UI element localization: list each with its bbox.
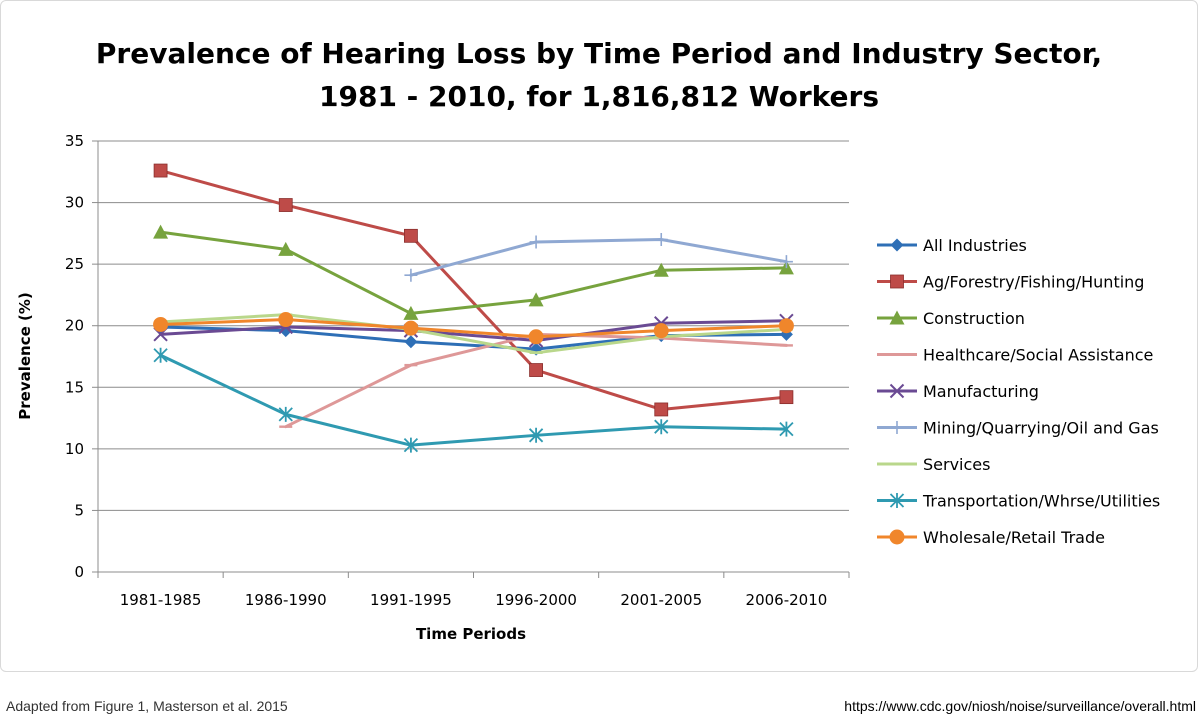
data-point-ag-forestry-fishing-hunting [654, 402, 669, 417]
y-tick-label: 25 [65, 255, 84, 273]
data-point-wholesale-retail-trade [403, 320, 419, 336]
data-point-wholesale-retail-trade [278, 312, 294, 328]
data-point-ag-forestry-fishing-hunting [529, 363, 543, 377]
data-point-wholesale-retail-trade [653, 323, 669, 339]
legend-item-transportation-whrse-utilities: Transportation/Whrse/Utilities [877, 492, 1160, 511]
legend-item-wholesale-retail-trade: Wholesale/Retail Trade [877, 528, 1105, 547]
x-axis-label: Time Periods [416, 625, 526, 643]
data-point-transportation-whrse-utilities [528, 427, 544, 443]
legend-label: Construction [923, 309, 1025, 328]
legend-swatch-marker [890, 421, 904, 434]
legend-swatch-marker [890, 274, 904, 289]
data-point-transportation-whrse-utilities [278, 406, 293, 422]
source-citation: Adapted from Figure 1, Masterson et al. … [6, 698, 288, 714]
legend-label: Manufacturing [923, 382, 1039, 401]
data-point-mining-quarrying-oil-and-gas [654, 233, 668, 247]
legend-label: Mining/Quarrying/Oil and Gas [923, 419, 1159, 438]
series-line-wholesale-retail-trade [159, 318, 788, 339]
chart-title-line-1: Prevalence of Hearing Loss by Time Perio… [96, 37, 1102, 70]
data-point-construction [278, 241, 294, 256]
legend-item-manufacturing: Manufacturing [877, 382, 1039, 401]
series-line-transportation-whrse-utilities [159, 353, 788, 447]
x-tick-label: 1986-1990 [245, 591, 327, 609]
legend-item-healthcare-social-assistance: Healthcare/Social Assistance [877, 346, 1153, 365]
series-construction [153, 224, 794, 320]
series-wholesale-retail-trade [153, 312, 794, 345]
data-point-construction [403, 305, 419, 320]
hearing-loss-chart: Prevalence of Hearing Loss by Time Perio… [16, 37, 1160, 643]
legend-swatch-marker [889, 493, 905, 508]
series-line-manufacturing [159, 319, 788, 342]
x-tick-label: 2006-2010 [746, 591, 828, 609]
chart-frame: Prevalence of Hearing Loss by Time Perio… [0, 0, 1198, 672]
legend-label: Wholesale/Retail Trade [923, 528, 1105, 547]
legend-swatch-marker [889, 529, 905, 545]
legend-label: Transportation/Whrse/Utilities [922, 492, 1160, 511]
legend-swatch-marker [890, 238, 904, 252]
y-tick-label: 5 [74, 501, 84, 519]
series-mining-quarrying-oil-and-gas [404, 233, 793, 282]
data-point-construction [653, 262, 669, 277]
legend-label: All Industries [923, 236, 1027, 255]
chart-title-line-2: 1981 - 2010, for 1,816,812 Workers [319, 80, 879, 113]
series-layer [153, 163, 794, 453]
axes: 0 5 10 15 20 25 30 35 1981-1985 1986-1990 1991-199… [65, 132, 850, 609]
series-line-services [159, 313, 788, 355]
data-point-transportation-whrse-utilities [654, 419, 669, 435]
legend-item-construction: Construction [877, 309, 1025, 328]
data-point-mining-quarrying-oil-and-gas [404, 268, 418, 282]
data-point-ag-forestry-fishing-hunting [779, 390, 794, 405]
y-tick-label: 10 [65, 440, 84, 458]
data-point-mining-quarrying-oil-and-gas [529, 235, 543, 249]
data-point-transportation-whrse-utilities [153, 347, 168, 363]
data-point-ag-forestry-fishing-hunting [153, 163, 168, 178]
data-point-transportation-whrse-utilities [403, 437, 419, 453]
series-line-ag-forestry-fishing-hunting [159, 169, 788, 411]
data-point-wholesale-retail-trade [528, 329, 544, 345]
legend: All Industries Ag/Forestry/Fishing/Huntin… [877, 236, 1160, 547]
x-tick-label: 1991-1995 [370, 591, 452, 609]
data-point-ag-forestry-fishing-hunting [404, 228, 418, 243]
data-point-wholesale-retail-trade [778, 318, 794, 334]
legend-label: Ag/Forestry/Fishing/Hunting [923, 273, 1144, 292]
data-point-all-industries [404, 335, 418, 349]
y-tick-label: 35 [65, 132, 84, 150]
series-line-construction [159, 230, 788, 315]
data-point-wholesale-retail-trade [153, 316, 169, 332]
y-tick-label: 30 [65, 194, 84, 212]
x-tick-label: 1981-1985 [120, 591, 202, 609]
y-tick-label: 20 [65, 317, 84, 335]
legend-item-all-industries: All Industries [877, 236, 1027, 255]
legend-swatch-marker [889, 310, 905, 325]
legend-item-ag-forestry-fishing-hunting: Ag/Forestry/Fishing/Hunting [877, 273, 1144, 292]
x-tick-label: 2001-2005 [620, 591, 702, 609]
series-line-mining-quarrying-oil-and-gas [409, 238, 788, 277]
data-point-ag-forestry-fishing-hunting [278, 198, 293, 212]
y-tick-label: 0 [74, 563, 84, 581]
legend-label: Services [923, 455, 990, 474]
data-point-mining-quarrying-oil-and-gas [779, 255, 793, 269]
data-point-transportation-whrse-utilities [779, 421, 794, 437]
source-url[interactable]: https://www.cdc.gov/niosh/noise/surveill… [844, 698, 1196, 714]
data-point-construction [528, 292, 544, 307]
legend-item-mining-quarrying-oil-and-gas: Mining/Quarrying/Oil and Gas [877, 419, 1159, 438]
data-point-construction [153, 224, 169, 239]
x-tick-label: 1996-2000 [495, 591, 577, 609]
series-ag-forestry-fishing-hunting [153, 163, 794, 417]
y-tick-label: 15 [65, 378, 84, 396]
legend-swatch-marker [889, 383, 905, 399]
series-transportation-whrse-utilities [153, 347, 794, 453]
y-axis-label: Prevalence (%) [16, 292, 34, 420]
legend-label: Healthcare/Social Assistance [923, 346, 1153, 365]
gridlines [98, 140, 849, 573]
legend-item-services: Services [877, 455, 990, 474]
